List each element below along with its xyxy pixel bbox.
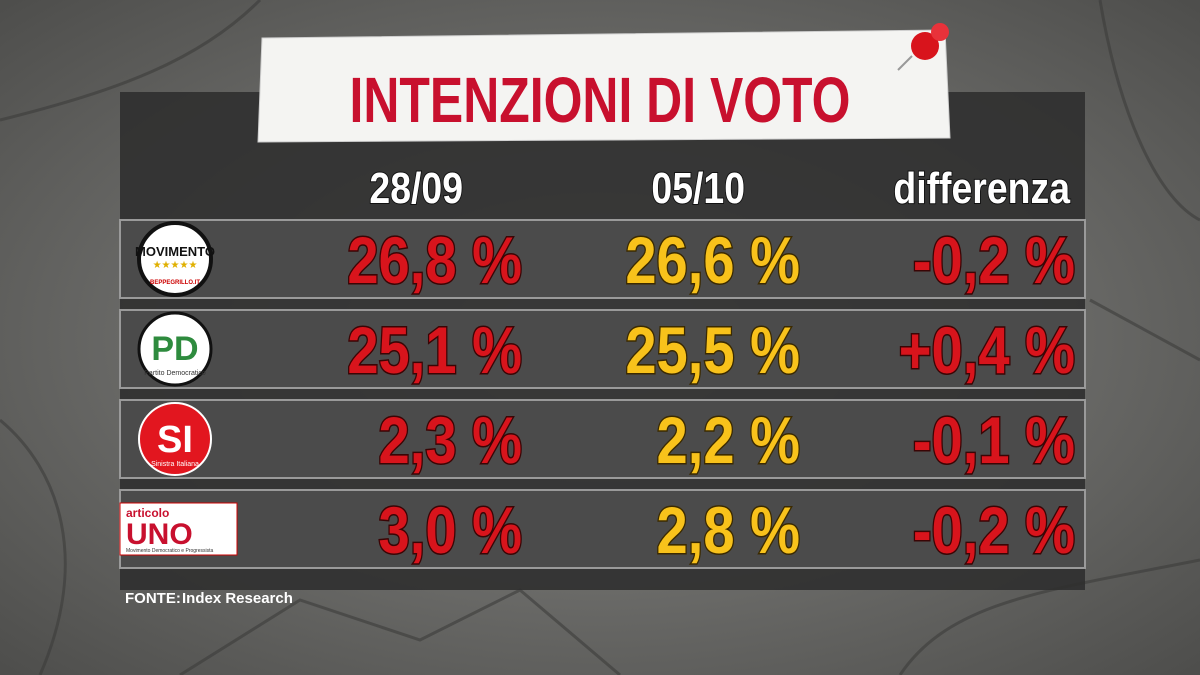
source-label: FONTE: [125,590,181,607]
title-paper [257,29,951,143]
value-cell: -0,2 % [913,494,1075,567]
row-background [119,399,1086,479]
row-background [119,489,1086,569]
value-cell: 3,0 % [379,494,522,567]
logo-text: MOVIMENTO [135,244,215,259]
value-cell: 25,1 % [347,314,522,387]
column-header: 05/10 [651,163,745,213]
column-header: 28/09 [369,163,463,213]
value-cell: 2,2 % [657,404,800,477]
values: 26,8 % 26,6 % -0,2 % 25,1 % 25,5 % +0,4 % 2,3 … [346,222,1076,568]
logo-caption: Partito Democratico [144,370,206,377]
row-background [119,219,1086,299]
party-logo: articolo UNO Movimento Democratico e Pro… [119,502,238,556]
value-cell: -0,2 % [913,224,1075,297]
party-logo: PD Partito Democratico [137,311,213,387]
source-text: Index Research [182,590,293,607]
logo-overline: articolo [126,506,169,520]
logo-caption: Sinistra Italiana [151,461,199,468]
value-cell: +0,4 % [899,314,1075,387]
title: INTENZIONI DI VOTO [350,65,851,136]
logo-stars: ★★★★★ [153,260,198,271]
column-header: differenza [893,163,1070,213]
value-cell: 26,8 % [347,224,522,297]
value-cell: 2,3 % [379,404,522,477]
logo-text: UNO [126,518,193,551]
logo-caption: BEPPEGRILLO.IT [150,280,200,286]
value-cell: 26,6 % [625,224,800,297]
party-logo: SI Sinistra Italiana [138,402,212,476]
logo-caption: Movimento Democratico e Progressista [126,548,213,554]
value-cell: 25,5 % [625,314,800,387]
row-background [119,309,1086,389]
pin [897,23,949,71]
value-cell: -0,1 % [913,404,1075,477]
logo-text: PD [151,330,198,368]
party-logo: MOVIMENTO ★★★★★ BEPPEGRILLO.IT [135,221,215,297]
header-row: 28/09 05/10 differenza [368,162,1071,213]
value-cell: 2,8 % [657,494,800,567]
logo-text: SI [157,419,193,461]
